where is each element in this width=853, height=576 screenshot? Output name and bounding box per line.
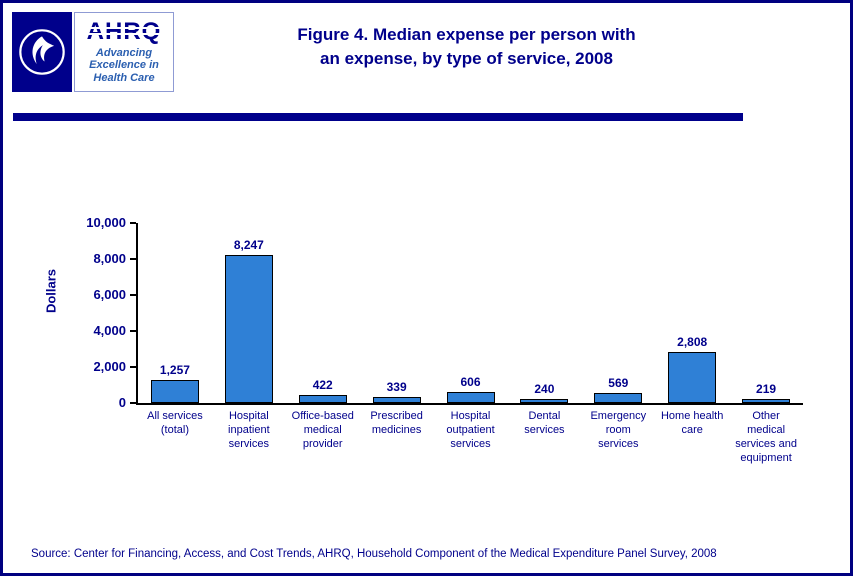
logo-stripe [84, 26, 164, 29]
y-tick-label: 6,000 [93, 287, 126, 302]
y-tick-mark [130, 402, 136, 404]
category-labels: All services (total) Hospital inpatient s… [138, 409, 803, 465]
y-tick-mark [130, 330, 136, 332]
category-label: Home health care [660, 410, 724, 437]
plot-area: 1,257 8,247 422 339 606 240 569 2,808 219 [130, 222, 803, 405]
category-label: Hospital outpatient services [446, 410, 495, 451]
bar-value-label: 219 [756, 382, 777, 396]
logo-group: AHRQ Advancing Excellence in Health Care [12, 12, 174, 92]
ahrq-logo-letters: AHRQ [86, 17, 162, 45]
category-label: Prescribed medicines [370, 410, 423, 437]
bar-column: 2,808 [655, 223, 729, 403]
y-tick-label: 0 [118, 395, 126, 410]
category-label: All services (total) [147, 410, 203, 437]
bar-value-label: 339 [386, 380, 407, 394]
bar-value-label: 8,247 [233, 238, 264, 252]
category-label: Other medical services and equipment [735, 410, 797, 465]
bar-column: 8,247 [212, 223, 286, 403]
figure-title-line2: an expense, by type of service, 2008 [320, 48, 613, 68]
bar [742, 399, 791, 403]
header-divider [13, 113, 743, 121]
ahrq-tagline: Advancing Excellence in Health Care [89, 46, 159, 84]
ahrq-logo: AHRQ Advancing Excellence in Health Care [74, 12, 174, 92]
y-tick-mark [130, 366, 136, 368]
source-note: Source: Center for Financing, Access, an… [31, 548, 717, 560]
bar [372, 397, 421, 403]
bar [298, 395, 347, 403]
y-tick-label: 4,000 [93, 323, 126, 338]
y-tick-mark [130, 294, 136, 296]
bar-value-label: 569 [608, 376, 629, 390]
logo-stripe [84, 32, 164, 35]
bar-value-label: 1,257 [159, 363, 190, 377]
hhs-eagle-icon [19, 29, 65, 75]
y-axis-labels: 0 2,000 4,000 6,000 8,000 10,000 [53, 215, 126, 410]
bar [150, 380, 199, 403]
bar-column: 606 [434, 223, 508, 403]
bar-value-label: 606 [460, 375, 481, 389]
bar-column: 569 [581, 223, 655, 403]
figure-title-line1: Figure 4. Median expense per person with [297, 25, 636, 44]
figure-title: Figure 4. Median expense per person with… [123, 23, 810, 71]
bar-value-label: 422 [312, 378, 333, 392]
hhs-logo [12, 12, 72, 92]
category-label: Office-based medical provider [291, 410, 354, 451]
bar [224, 255, 273, 403]
y-tick-label: 8,000 [93, 251, 126, 266]
category-label: Hospital inpatient services [228, 410, 270, 451]
bar [594, 393, 643, 403]
bar [668, 352, 717, 403]
bar-column: 339 [360, 223, 434, 403]
bar-column: 1,257 [138, 223, 212, 403]
bar-column: 219 [729, 223, 803, 403]
bar-column: 422 [286, 223, 360, 403]
category-label: Emergency room services [590, 410, 647, 451]
category-label: Dental services [524, 410, 565, 437]
ahrq-logo-text: AHRQ [84, 17, 164, 45]
bar [446, 392, 495, 403]
y-tick-label: 2,000 [93, 359, 126, 374]
bar-column: 240 [507, 223, 581, 403]
bar-value-label: 240 [534, 382, 555, 396]
y-tick-label: 10,000 [86, 215, 126, 230]
y-tick-mark [130, 258, 136, 260]
y-tick-mark [130, 222, 136, 224]
bar-value-label: 2,808 [677, 335, 708, 349]
bar [520, 399, 569, 403]
